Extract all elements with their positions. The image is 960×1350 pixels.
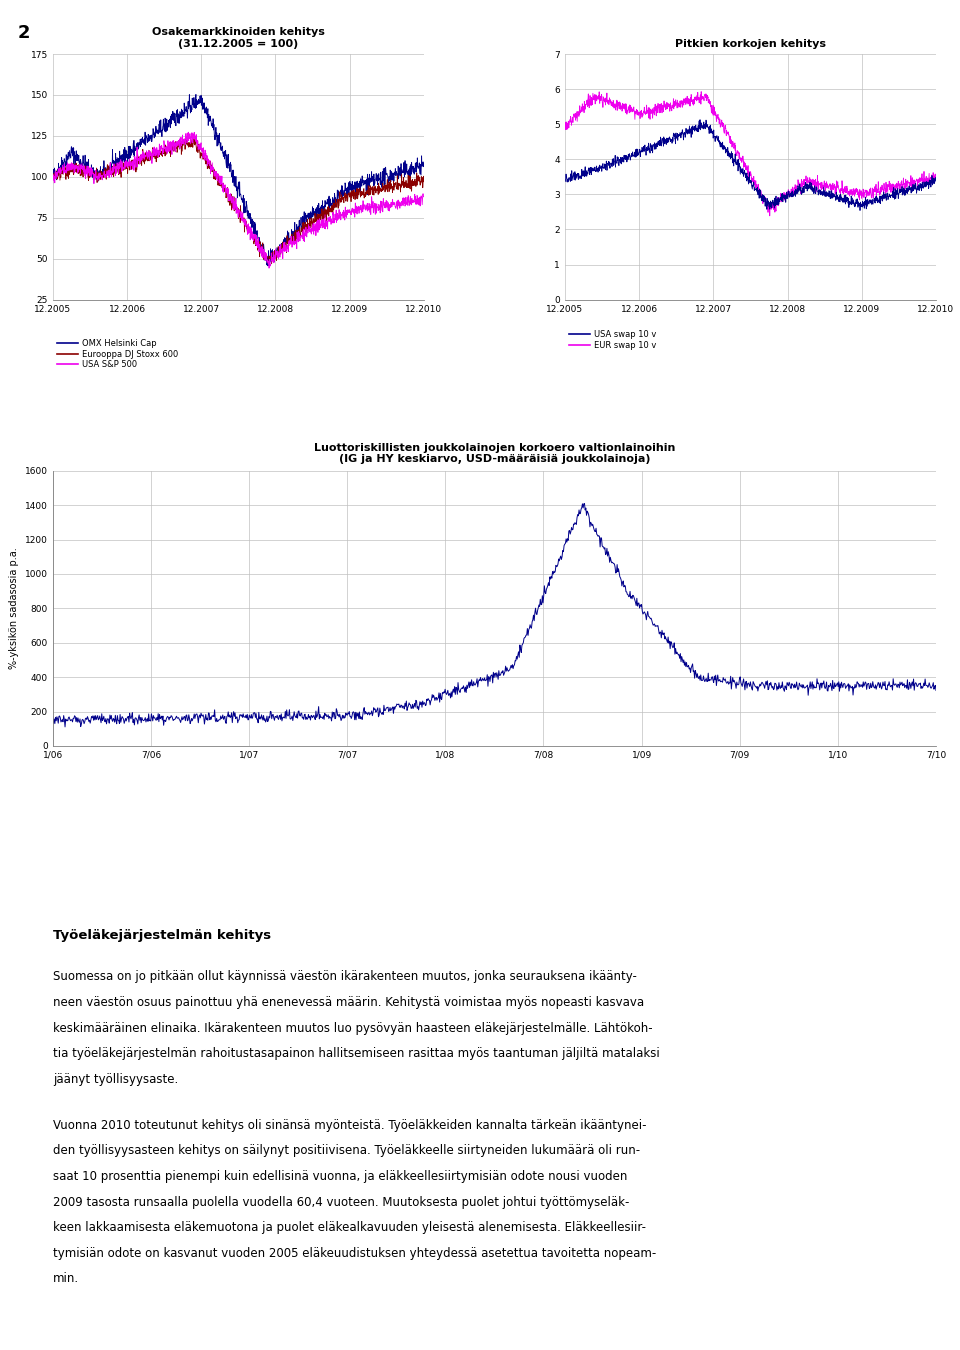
Text: 2: 2: [17, 24, 30, 42]
Text: tymisiän odote on kasvanut vuoden 2005 eläkeuudistuksen yhteydessä asetettua tav: tymisiän odote on kasvanut vuoden 2005 e…: [53, 1246, 656, 1260]
Text: jäänyt työllisyysaste.: jäänyt työllisyysaste.: [53, 1073, 178, 1085]
Legend: OMX Helsinki Cap, Eurooppa DJ Stoxx 600, USA S&P 500: OMX Helsinki Cap, Eurooppa DJ Stoxx 600,…: [57, 339, 179, 369]
Text: Työeläkejärjestelmän kehitys: Työeläkejärjestelmän kehitys: [53, 929, 271, 942]
Y-axis label: %-yksikön sadasosia p.a.: %-yksikön sadasosia p.a.: [10, 548, 19, 670]
Title: Osakemarkkinoiden kehitys
(31.12.2005 = 100): Osakemarkkinoiden kehitys (31.12.2005 = …: [152, 27, 324, 49]
Text: neen väestön osuus painottuu yhä enenevessä määrin. Kehitystä voimistaa myös nop: neen väestön osuus painottuu yhä eneneve…: [53, 996, 644, 1008]
Text: 2009 tasosta runsaalla puolella vuodella 60,4 vuoteen. Muutoksesta puolet johtui: 2009 tasosta runsaalla puolella vuodella…: [53, 1196, 629, 1208]
Text: tia työeläkejärjestelmän rahoitustasapainon hallitsemiseen rasittaa myös taantum: tia työeläkejärjestelmän rahoitustasapai…: [53, 1048, 660, 1060]
Legend: USA swap 10 v, EUR swap 10 v: USA swap 10 v, EUR swap 10 v: [569, 329, 657, 350]
Text: keen lakkaamisesta eläkemuotona ja puolet eläkealkavuuden yleisestä alenemisesta: keen lakkaamisesta eläkemuotona ja puole…: [53, 1222, 646, 1234]
Title: Luottoriskillisten joukkolainojen korkoero valtionlainoihin
(IG ja HY keskiarvo,: Luottoriskillisten joukkolainojen korkoe…: [314, 443, 675, 464]
Text: Vuonna 2010 toteutunut kehitys oli sinänsä myönteistä. Työeläkkeiden kannalta tä: Vuonna 2010 toteutunut kehitys oli sinän…: [53, 1119, 646, 1131]
Title: Pitkien korkojen kehitys: Pitkien korkojen kehitys: [675, 39, 826, 49]
Text: saat 10 prosenttia pienempi kuin edellisinä vuonna, ja eläkkeellesiirtymisiän od: saat 10 prosenttia pienempi kuin edellis…: [53, 1170, 627, 1183]
Text: Suomessa on jo pitkään ollut käynnissä väestön ikärakenteen muutos, jonka seurau: Suomessa on jo pitkään ollut käynnissä v…: [53, 971, 636, 983]
Text: keskimääräinen elinaika. Ikärakenteen muutos luo pysövyän haasteen eläkejärjeste: keskimääräinen elinaika. Ikärakenteen mu…: [53, 1022, 653, 1034]
Text: den työllisyysasteen kehitys on säilynyt positiivisena. Työeläkkeelle siirtyneid: den työllisyysasteen kehitys on säilynyt…: [53, 1145, 640, 1157]
Text: min.: min.: [53, 1272, 79, 1285]
